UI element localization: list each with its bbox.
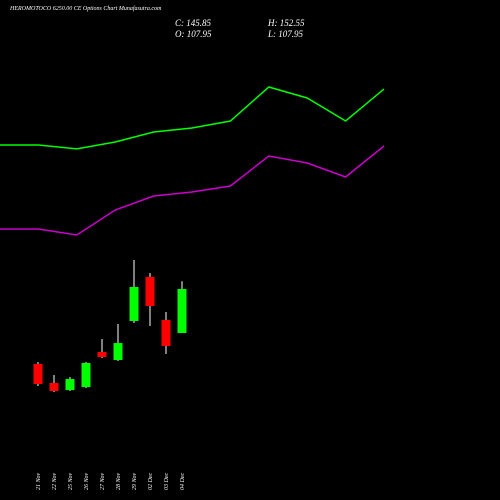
candle-body: [81, 363, 91, 388]
candle-body: [161, 319, 171, 346]
candle-body: [65, 379, 75, 391]
ohlc-high: H: 152.55: [267, 18, 305, 28]
candle-body: [145, 276, 155, 307]
x-tick-label: 29 Nov: [132, 472, 138, 490]
indicator-line: [0, 86, 385, 150]
x-tick-label: 26 Nov: [84, 472, 90, 490]
candle-body: [177, 289, 187, 334]
x-tick-label: 28 Nov: [116, 472, 122, 490]
x-tick-label: 03 Dec: [164, 473, 170, 490]
x-tick-label: 25 Nov: [68, 472, 74, 490]
x-tick-label: 27 Nov: [100, 472, 106, 490]
candle-body: [129, 286, 139, 321]
ohlc-open: O: 107.95: [175, 29, 212, 39]
x-tick-label: 22 Nov: [52, 472, 58, 490]
chart-title: HEROMOTOCO 6250.00 CE Options Chart Muna…: [9, 5, 162, 12]
candle-body: [113, 343, 123, 360]
x-tick-label: 02 Dec: [148, 473, 154, 490]
candle-body: [33, 364, 43, 385]
ohlc-close: C: 145.85: [175, 18, 212, 28]
candle-body: [49, 382, 59, 391]
candle-body: [97, 351, 107, 357]
x-tick-label: 04 Dec: [179, 473, 186, 490]
indicator-line: [0, 145, 385, 236]
ohlc-low: L: 107.95: [267, 29, 304, 39]
x-tick-label: 21 Nov: [36, 472, 42, 490]
